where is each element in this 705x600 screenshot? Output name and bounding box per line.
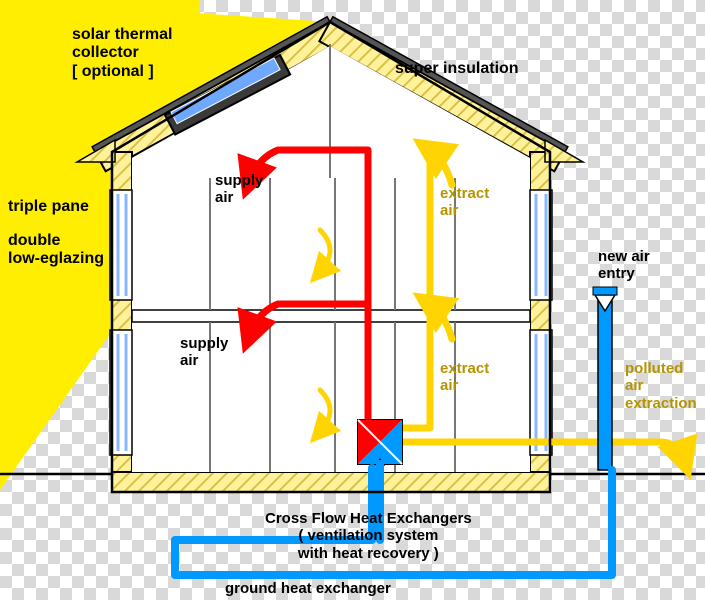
- diagram-stage: solar thermal collector [ optional ] sup…: [0, 0, 705, 600]
- label-glazing: double low-eglazing: [8, 232, 104, 269]
- label-ground-hex: ground heat exchanger: [225, 580, 391, 597]
- label-extract-1: extract air: [440, 185, 489, 220]
- label-supply-2: supply air: [180, 335, 228, 370]
- label-super-insulation: super insulation: [395, 60, 519, 78]
- label-triple-pane: triple pane: [8, 198, 89, 216]
- label-extract-2: extract air: [440, 360, 489, 395]
- label-supply-1: supply air: [215, 172, 263, 207]
- label-solar: solar thermal collector [ optional ]: [72, 26, 172, 81]
- label-polluted: polluted air extraction: [625, 360, 697, 412]
- label-cross-flow: Cross Flow Heat Exchangers ( ventilation…: [265, 510, 472, 562]
- label-new-air: new air entry: [598, 248, 650, 283]
